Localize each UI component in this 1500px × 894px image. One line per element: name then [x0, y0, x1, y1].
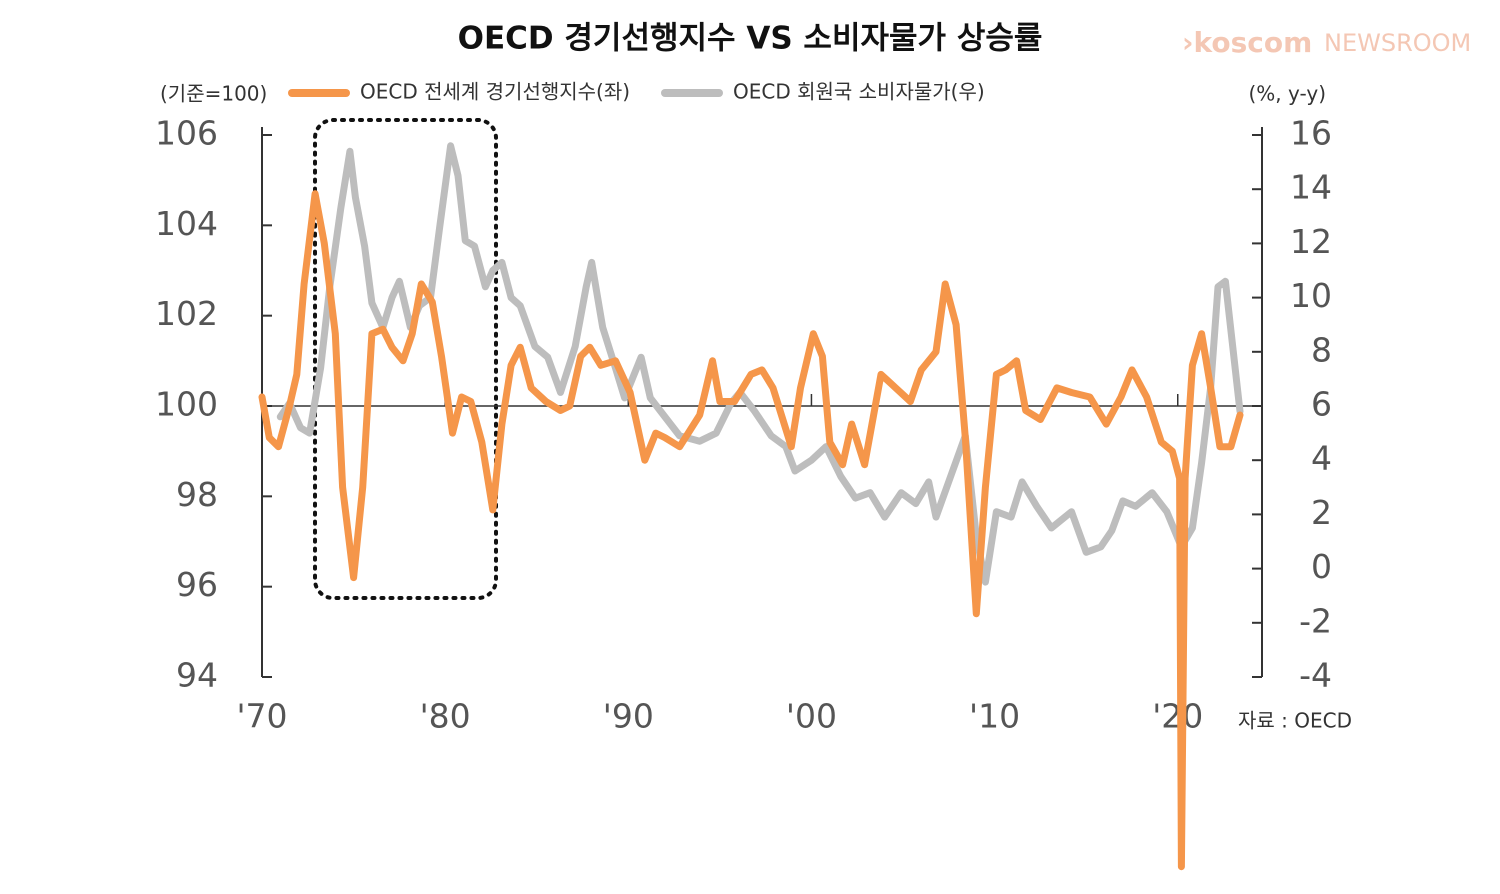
y2-tick-label: -4	[1299, 656, 1332, 695]
logo-section: NEWSROOM	[1324, 29, 1471, 57]
series-line	[276, 142, 1244, 586]
y2-tick-label: 4	[1311, 439, 1332, 478]
x-tick-label: '00	[786, 697, 837, 736]
y2-tick-label: 10	[1290, 276, 1332, 315]
series-line	[258, 190, 1244, 871]
source-note: 자료 : OECD	[1238, 709, 1352, 733]
y-axis-label: (기준=100)	[160, 82, 267, 106]
y-tick-label: 98	[176, 475, 218, 514]
y2-tick-label: 6	[1311, 385, 1332, 424]
highlight-box	[313, 118, 498, 600]
legend-label: OECD 전세계 경기선행지수(좌)	[360, 80, 630, 104]
y2-tick-label: 14	[1290, 168, 1332, 207]
chart-title: OECD 경기선행지수 VS 소비자물가 상승률	[458, 21, 1043, 57]
y-tick-label: 100	[155, 385, 218, 424]
legend-label: OECD 회원국 소비자물가(우)	[733, 80, 985, 104]
x-tick-label: '90	[603, 697, 654, 736]
x-tick-label: '80	[420, 697, 471, 736]
y2-tick-label: 0	[1311, 547, 1332, 586]
y2-tick-label: 2	[1311, 493, 1332, 532]
y-tick-label: 96	[176, 565, 218, 604]
y-tick-label: 94	[176, 656, 218, 695]
y2-tick-label: 16	[1290, 114, 1332, 153]
x-tick-label: '10	[969, 697, 1020, 736]
y-tick-label: 104	[155, 204, 218, 243]
logo-brand: ›koscom	[1182, 26, 1312, 59]
y2-tick-label: -2	[1299, 601, 1332, 640]
y-tick-label: 102	[155, 294, 218, 333]
y2-tick-label: 8	[1311, 330, 1332, 369]
y-tick-label: 106	[155, 114, 218, 153]
y2-axis-label: (%, y-y)	[1248, 82, 1326, 106]
x-tick-label: '70	[236, 697, 287, 736]
y2-tick-label: 12	[1290, 222, 1332, 261]
